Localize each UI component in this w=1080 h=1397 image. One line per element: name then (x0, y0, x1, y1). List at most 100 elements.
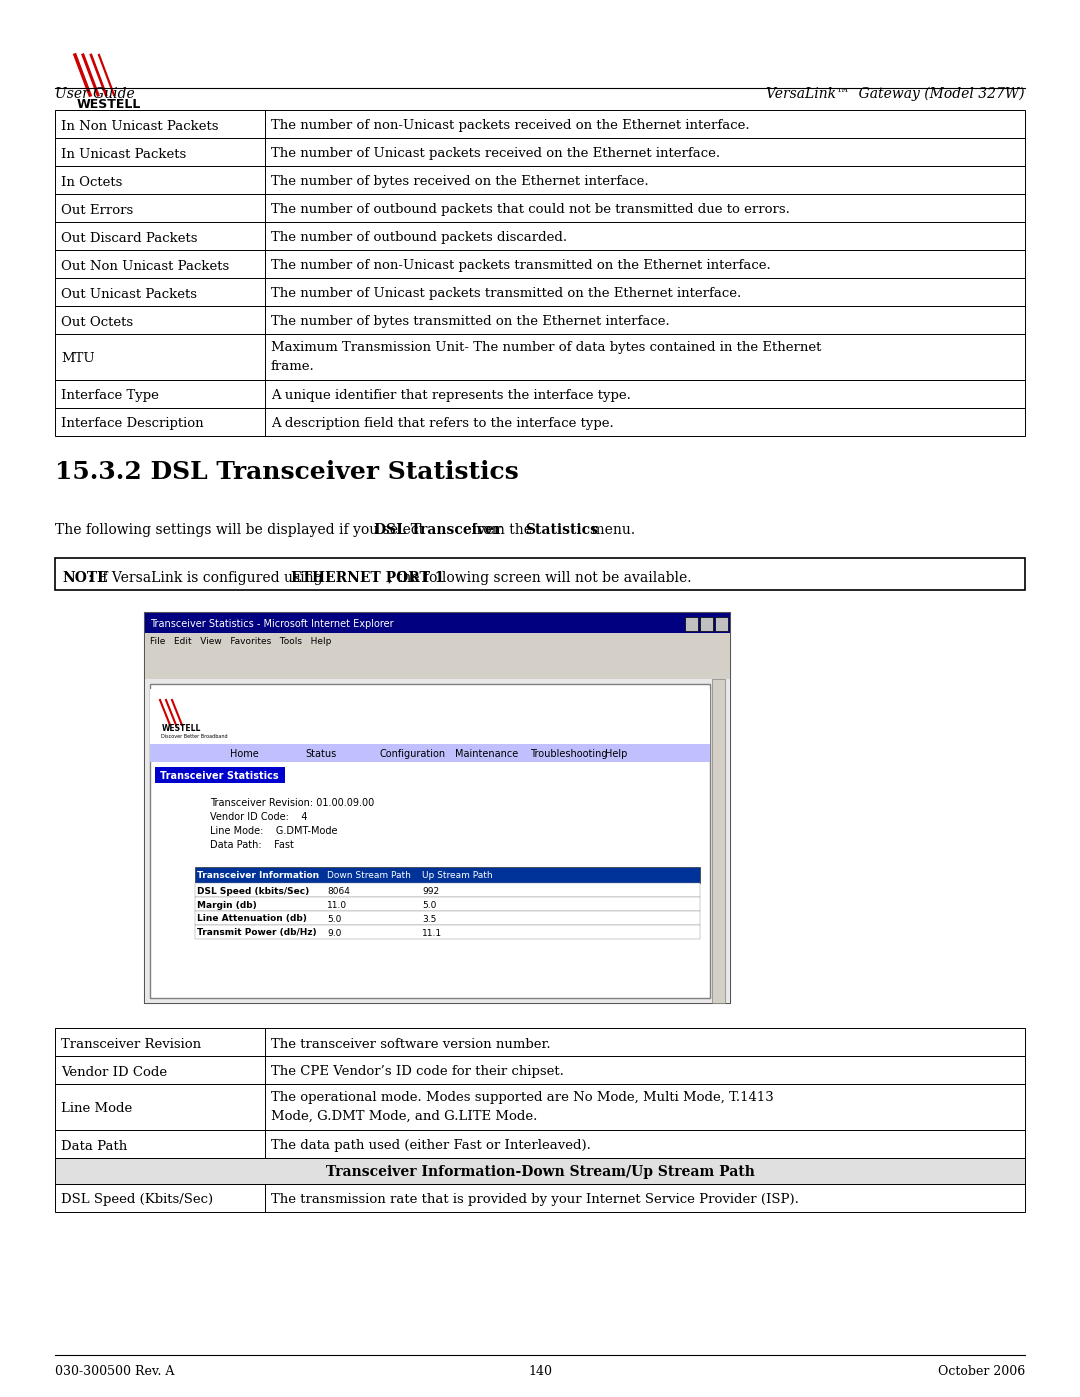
Bar (55, 557, 1025, 590)
Bar (55, 278, 1025, 306)
Text: Line Mode: Line Mode (60, 1102, 132, 1115)
Bar (55, 222, 1025, 250)
Text: The data path used (either Fast or Interleaved).: The data path used (either Fast or Inter… (271, 1140, 591, 1153)
Text: Maintenance: Maintenance (455, 749, 518, 759)
Bar (55, 1185, 1025, 1213)
Text: 5.0: 5.0 (422, 901, 436, 909)
Bar (145, 613, 730, 633)
Text: Data Path:    Fast: Data Path: Fast (210, 840, 294, 849)
Text: 3.5: 3.5 (422, 915, 436, 923)
Text: Margin (db): Margin (db) (197, 901, 257, 909)
Text: The transmission rate that is provided by your Internet Service Provider (ISP).: The transmission rate that is provided b… (271, 1193, 799, 1207)
Text: Home: Home (230, 749, 259, 759)
Bar (145, 679, 730, 1003)
Bar (55, 1028, 1025, 1056)
Text: 9.0: 9.0 (327, 929, 341, 937)
Bar (55, 380, 1025, 408)
Text: In Non Unicast Packets: In Non Unicast Packets (60, 120, 218, 133)
Bar (150, 685, 710, 997)
Text: VersaLink™  Gateway (Model 327W): VersaLink™ Gateway (Model 327W) (767, 87, 1025, 101)
Text: A unique identifier that represents the interface type.: A unique identifier that represents the … (271, 390, 631, 402)
Text: menu.: menu. (588, 522, 635, 536)
Text: The number of bytes transmitted on the Ethernet interface.: The number of bytes transmitted on the E… (271, 316, 670, 328)
Text: Transceiver Statistics - Microsoft Internet Explorer: Transceiver Statistics - Microsoft Inter… (150, 619, 393, 629)
Bar (55, 1130, 1025, 1158)
Text: Mode, G.DMT Mode, and G.LITE Mode.: Mode, G.DMT Mode, and G.LITE Mode. (271, 1109, 538, 1123)
Text: ETHERNET PORT 1: ETHERNET PORT 1 (291, 571, 444, 585)
Text: Transceiver Statistics: Transceiver Statistics (160, 771, 279, 781)
Text: Discover Better Broadband: Discover Better Broadband (161, 733, 228, 739)
Text: The following settings will be displayed if you select: The following settings will be displayed… (55, 522, 429, 536)
Bar (150, 689, 710, 745)
Text: 8064: 8064 (327, 887, 350, 895)
Text: File   Edit   View   Favorites   Tools   Help: File Edit View Favorites Tools Help (150, 637, 332, 647)
Text: A description field that refers to the interface type.: A description field that refers to the i… (271, 418, 613, 430)
Text: The number of outbound packets discarded.: The number of outbound packets discarded… (271, 232, 567, 244)
Text: 030-300500 Rev. A: 030-300500 Rev. A (55, 1365, 174, 1377)
Text: The number of bytes received on the Ethernet interface.: The number of bytes received on the Ethe… (271, 176, 649, 189)
Text: Transceiver Revision: Transceiver Revision (60, 1038, 201, 1051)
Text: DSL Speed (kbits/Sec): DSL Speed (kbits/Sec) (197, 887, 309, 895)
Text: Transceiver Information: Transceiver Information (197, 872, 319, 880)
Bar (195, 868, 700, 883)
Text: Line Mode:    G.DMT-Mode: Line Mode: G.DMT-Mode (210, 826, 337, 835)
Text: NOTE: NOTE (62, 571, 108, 585)
Text: The number of non-Unicast packets transmitted on the Ethernet interface.: The number of non-Unicast packets transm… (271, 260, 771, 272)
Bar (55, 110, 1025, 138)
Text: from the: from the (467, 522, 537, 536)
Text: Line Attenuation (db): Line Attenuation (db) (197, 915, 307, 923)
Bar (195, 897, 700, 911)
Bar (145, 633, 730, 650)
Text: Out Errors: Out Errors (60, 204, 133, 217)
Text: The operational mode. Modes supported are No Mode, Multi Mode, T.1413: The operational mode. Modes supported ar… (271, 1091, 773, 1105)
Text: frame.: frame. (271, 359, 314, 373)
Bar (145, 650, 730, 679)
Bar (55, 408, 1025, 436)
Bar (700, 617, 713, 631)
Text: Interface Type: Interface Type (60, 390, 159, 402)
Text: Help: Help (605, 749, 627, 759)
Text: Configuration: Configuration (380, 749, 446, 759)
Bar (55, 1158, 1025, 1185)
Bar (55, 306, 1025, 334)
Text: Statistics: Statistics (525, 522, 598, 536)
Text: October 2006: October 2006 (937, 1365, 1025, 1377)
Text: MTU: MTU (60, 352, 95, 366)
Bar (195, 925, 700, 939)
Bar (145, 613, 730, 1003)
Text: Out Octets: Out Octets (60, 316, 133, 328)
Bar (150, 745, 710, 761)
Bar (55, 194, 1025, 222)
Text: 11.0: 11.0 (327, 901, 347, 909)
Bar (55, 334, 1025, 380)
Text: Out Unicast Packets: Out Unicast Packets (60, 288, 197, 300)
Text: Out Discard Packets: Out Discard Packets (60, 232, 198, 244)
Text: DSL Speed (Kbits/Sec): DSL Speed (Kbits/Sec) (60, 1193, 213, 1207)
Text: The number of outbound packets that could not be transmitted due to errors.: The number of outbound packets that coul… (271, 204, 789, 217)
Bar (55, 1056, 1025, 1084)
Text: 5.0: 5.0 (327, 915, 341, 923)
Text: WESTELL: WESTELL (162, 724, 201, 733)
Bar (55, 166, 1025, 194)
Text: 140: 140 (528, 1365, 552, 1377)
Text: Out Non Unicast Packets: Out Non Unicast Packets (60, 260, 229, 272)
Text: : If VersaLink is configured using: : If VersaLink is configured using (87, 571, 327, 585)
Text: The number of non-Unicast packets received on the Ethernet interface.: The number of non-Unicast packets receiv… (271, 120, 750, 133)
Text: Status: Status (305, 749, 336, 759)
Bar (685, 617, 698, 631)
Text: User Guide: User Guide (55, 87, 135, 101)
Text: The transceiver software version number.: The transceiver software version number. (271, 1038, 551, 1051)
Text: The number of Unicast packets received on the Ethernet interface.: The number of Unicast packets received o… (271, 148, 720, 161)
Text: Transmit Power (db/Hz): Transmit Power (db/Hz) (197, 929, 316, 937)
Text: Up Stream Path: Up Stream Path (422, 872, 492, 880)
Text: Troubleshooting: Troubleshooting (530, 749, 607, 759)
Text: Interface Description: Interface Description (60, 418, 204, 430)
Bar (715, 617, 728, 631)
Text: DSL Transceiver: DSL Transceiver (374, 522, 501, 536)
Bar (156, 767, 285, 782)
Text: Vendor ID Code:    4: Vendor ID Code: 4 (210, 812, 308, 821)
Text: Transceiver Revision: 01.00.09.00: Transceiver Revision: 01.00.09.00 (210, 798, 375, 807)
Text: The CPE Vendor’s ID code for their chipset.: The CPE Vendor’s ID code for their chips… (271, 1066, 564, 1078)
Bar (712, 679, 725, 1003)
Text: , the following screen will not be available.: , the following screen will not be avail… (389, 571, 692, 585)
